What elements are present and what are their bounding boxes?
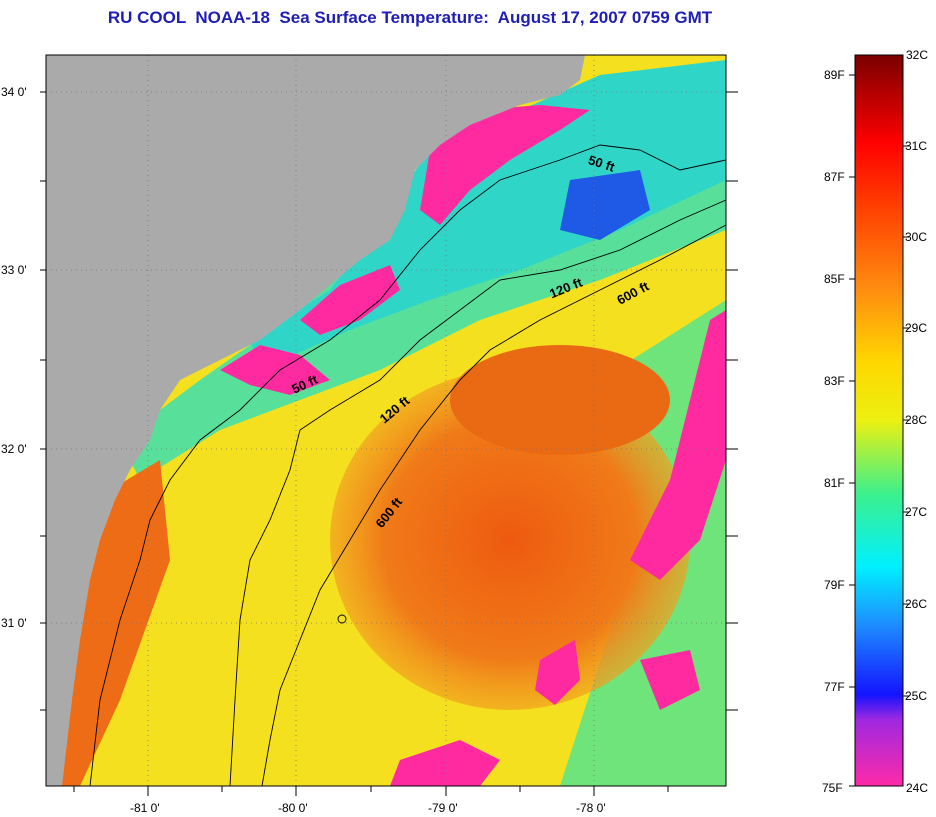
plot-frame	[45, 54, 727, 787]
lat-label-34: 34 0'	[1, 85, 27, 99]
warm-core	[330, 370, 690, 710]
cbar-f-79: 79F	[824, 578, 845, 592]
lat-label-32: 32 0'	[1, 442, 27, 456]
cbar-f-75: 75F	[822, 781, 843, 795]
map-title: RU COOL NOAA-18 Sea Surface Temperature:…	[107, 8, 713, 27]
cbar-c-31: 31C	[905, 139, 927, 153]
cbar-c-26: 26C	[905, 597, 927, 611]
colorbar-ticks	[849, 74, 909, 787]
cbar-f-85: 85F	[824, 272, 845, 286]
warm-north	[450, 345, 670, 455]
cbar-f-89: 89F	[824, 68, 845, 82]
lon-label-78: -78 0'	[576, 801, 606, 815]
lon-label-81: -81 0'	[130, 801, 160, 815]
colorbar	[854, 54, 904, 787]
cbar-c-27: 27C	[905, 505, 927, 519]
cbar-c-25: 25C	[905, 689, 927, 703]
cloud-south-1	[390, 740, 500, 786]
cbar-f-77: 77F	[824, 680, 845, 694]
cloud-east	[630, 310, 726, 580]
cbar-c-24: 24C	[906, 781, 928, 795]
cloud-coast-2	[220, 345, 330, 395]
cloud-coast-1	[300, 265, 400, 335]
lat-label-33: 33 0'	[1, 263, 27, 277]
depth-contours	[89, 144, 726, 786]
cloud-south-2	[535, 640, 580, 705]
cbar-c-29: 29C	[905, 321, 927, 335]
graticule	[46, 55, 726, 786]
cbar-c-30: 30C	[905, 230, 927, 244]
lon-ticks	[73, 786, 669, 796]
lat-ticks	[40, 91, 738, 711]
lon-label-80: -80 0'	[278, 801, 308, 815]
cloud-north	[420, 105, 590, 225]
land-mass	[46, 55, 585, 786]
cbar-c-32: 32C	[906, 48, 928, 62]
cloud-south-3	[640, 650, 700, 710]
lon-label-79: -79 0'	[428, 801, 458, 815]
cbar-f-81: 81F	[824, 476, 845, 490]
cbar-f-83: 83F	[824, 374, 845, 388]
cold-patch	[560, 170, 650, 240]
cbar-c-28: 28C	[905, 413, 927, 427]
cbar-f-87: 87F	[824, 170, 845, 184]
lat-label-31: 31 0'	[1, 616, 27, 630]
